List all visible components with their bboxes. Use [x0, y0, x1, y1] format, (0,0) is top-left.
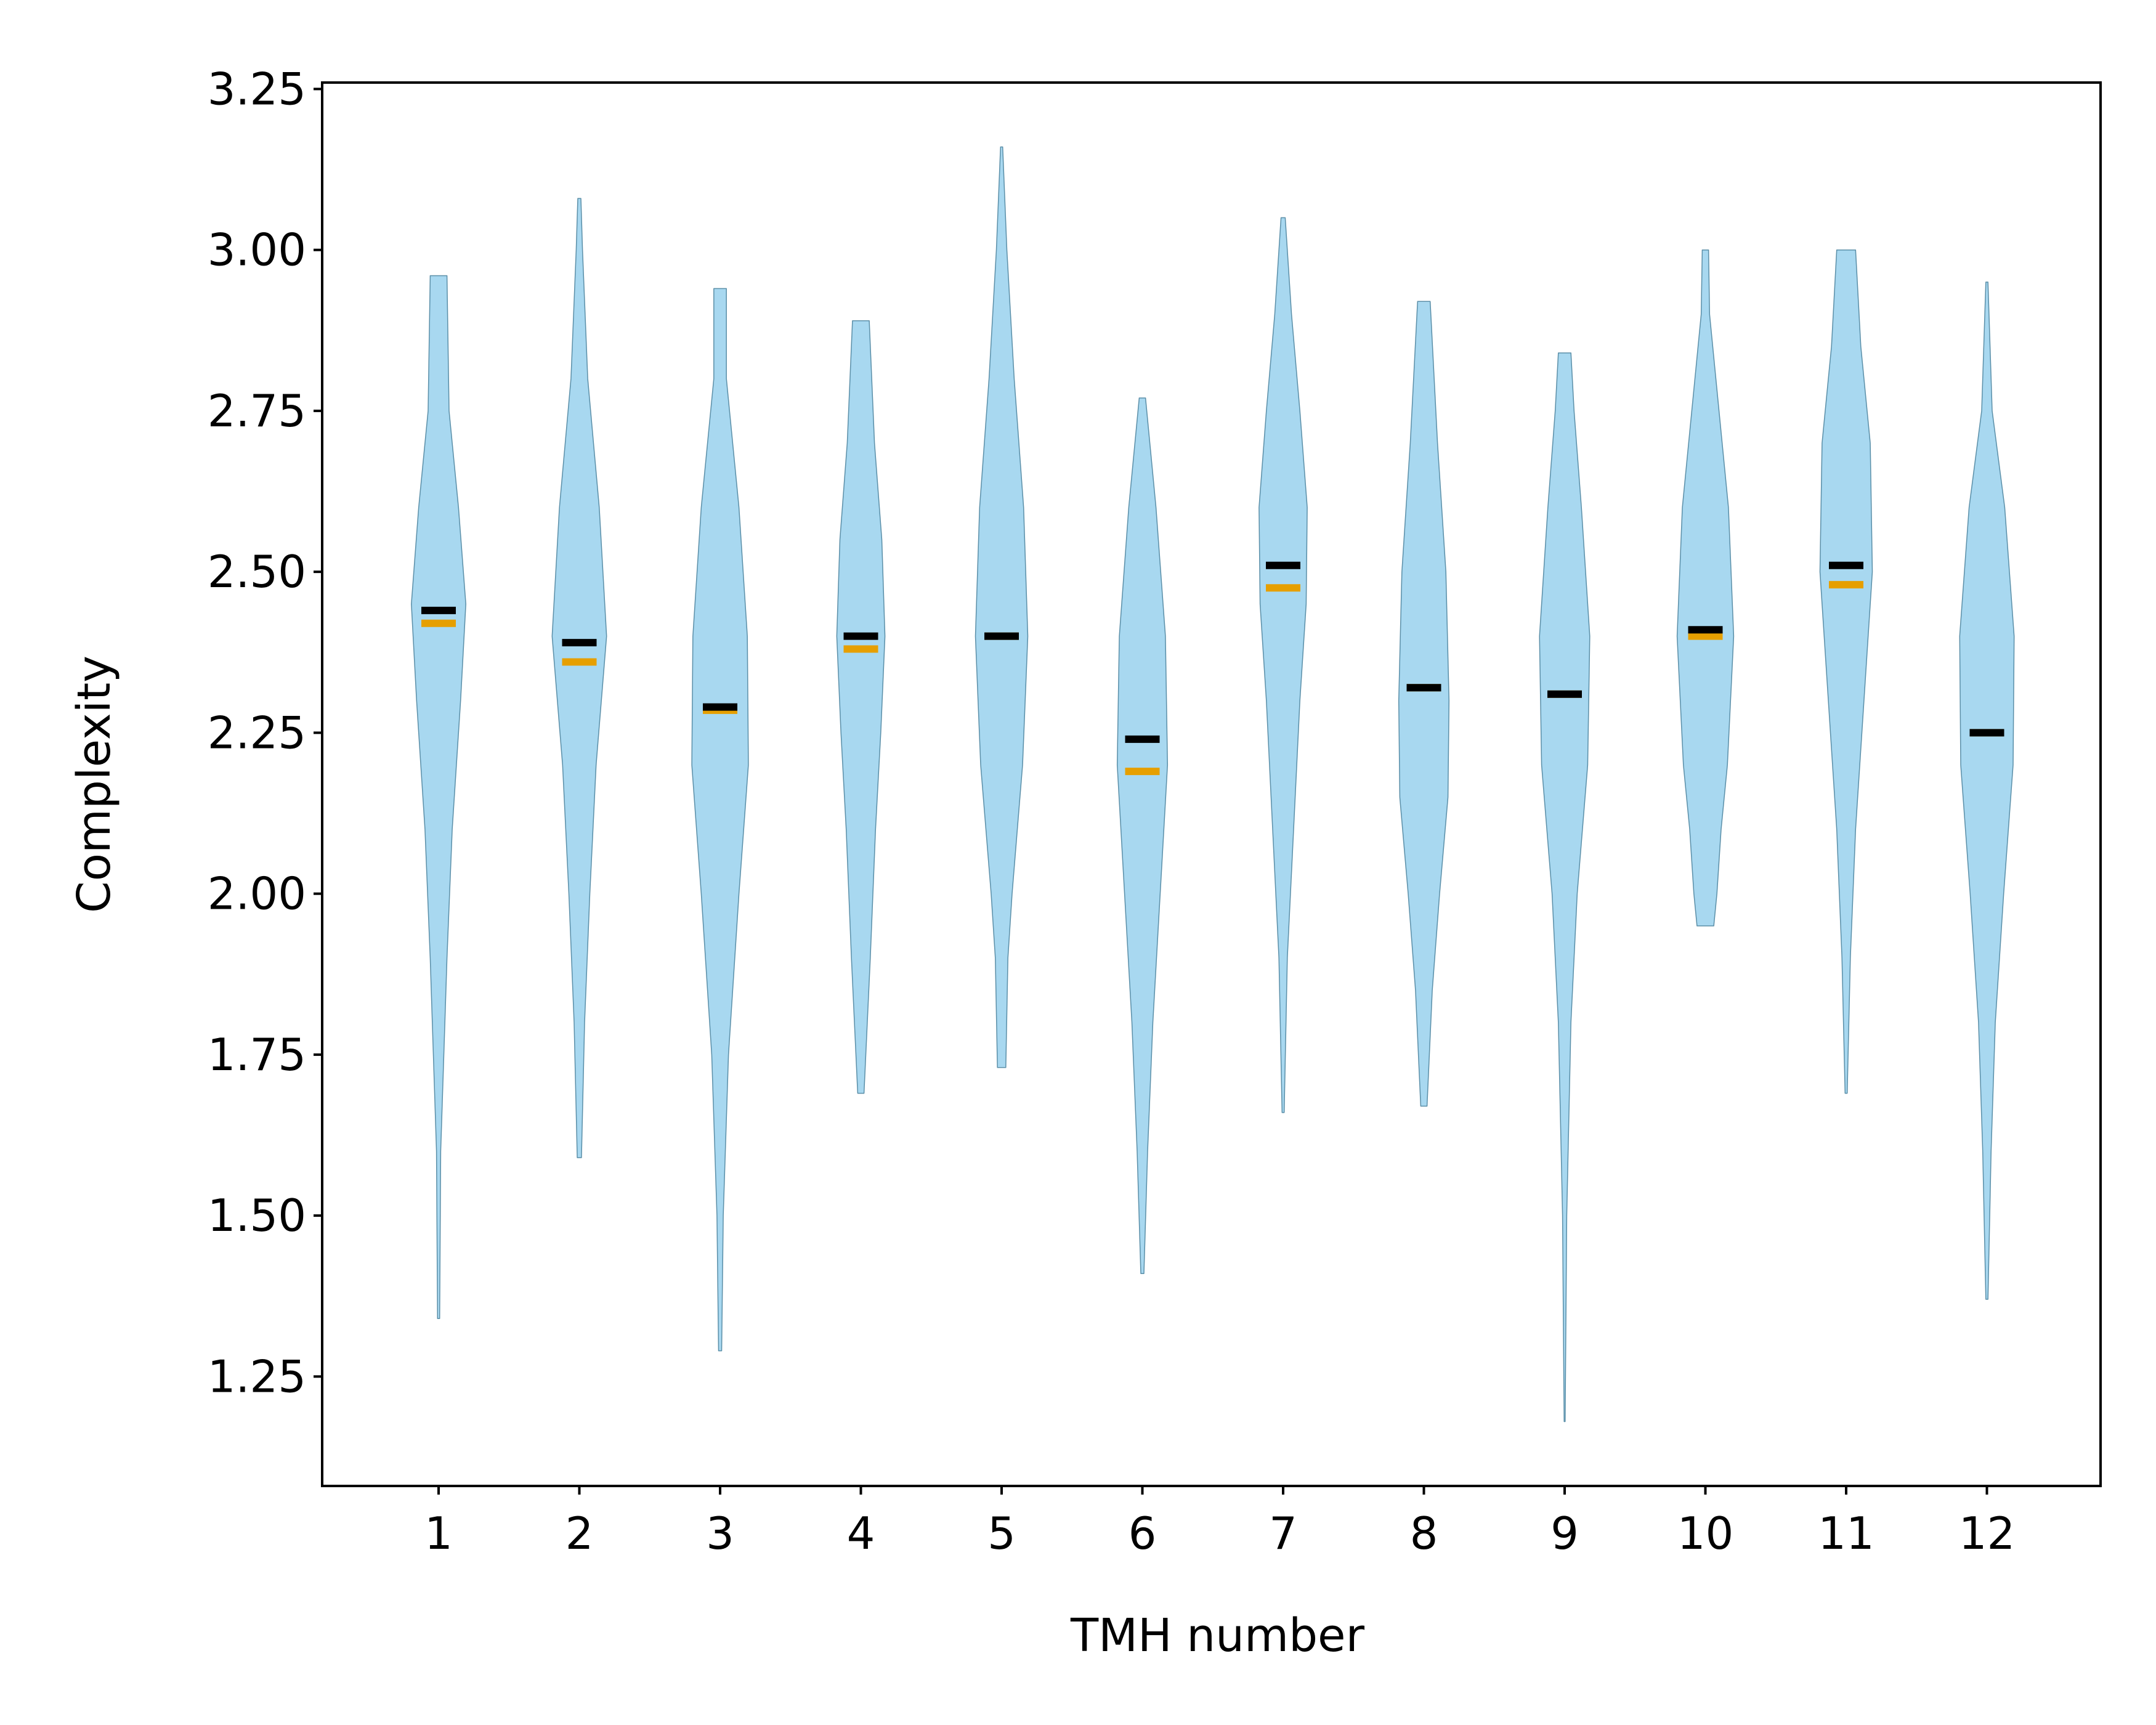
violin-body — [975, 146, 1029, 1068]
x-tick-label: 8 — [1410, 1508, 1438, 1559]
violin-body — [1398, 301, 1450, 1107]
x-tick-label: 6 — [1129, 1508, 1157, 1559]
y-tick-label: 2.75 — [208, 385, 306, 437]
violin-body — [551, 198, 607, 1158]
violin-body — [1676, 249, 1735, 927]
y-tick-label: 1.75 — [208, 1029, 306, 1081]
x-tick-label: 9 — [1550, 1508, 1579, 1559]
y-tick-label: 3.00 — [208, 224, 306, 276]
violin-body — [1258, 217, 1308, 1113]
x-tick-label: 2 — [565, 1508, 594, 1559]
violins-layer — [411, 146, 2015, 1423]
y-axis-ticks: 1.25 1.50 1.75 2.00 2.25 2.50 2.75 3.00 3.25 — [208, 63, 322, 1402]
y-tick-label: 1.50 — [208, 1190, 306, 1241]
x-tick-label: 10 — [1677, 1508, 1734, 1559]
violin-body — [836, 320, 886, 1094]
x-tick-label: 1 — [424, 1508, 453, 1559]
x-axis-ticks: 1 2 3 4 5 6 7 8 9 10 11 12 — [424, 1486, 2015, 1559]
x-tick-label: 12 — [1959, 1508, 2016, 1559]
x-tick-label: 5 — [987, 1508, 1016, 1559]
violin-body — [411, 275, 466, 1320]
y-tick-label: 1.25 — [208, 1350, 306, 1402]
y-tick-label: 2.00 — [208, 868, 306, 920]
violin-body — [691, 288, 749, 1352]
violin-body — [1116, 397, 1169, 1274]
x-tick-label: 4 — [847, 1508, 875, 1559]
x-tick-label: 7 — [1269, 1508, 1297, 1559]
x-tick-label: 3 — [706, 1508, 734, 1559]
x-tick-label: 11 — [1818, 1508, 1874, 1559]
plot-frame — [321, 81, 2102, 1487]
violin-body — [1959, 282, 2015, 1300]
violin-body — [1539, 352, 1591, 1423]
violin-body — [1819, 249, 1873, 1094]
y-tick-label: 2.25 — [208, 707, 306, 758]
y-axis-label: Complexity — [68, 656, 121, 913]
y-tick-label: 2.50 — [208, 546, 306, 598]
y-tick-label: 3.25 — [208, 63, 306, 115]
x-axis-label: TMH number — [1070, 1609, 1365, 1662]
